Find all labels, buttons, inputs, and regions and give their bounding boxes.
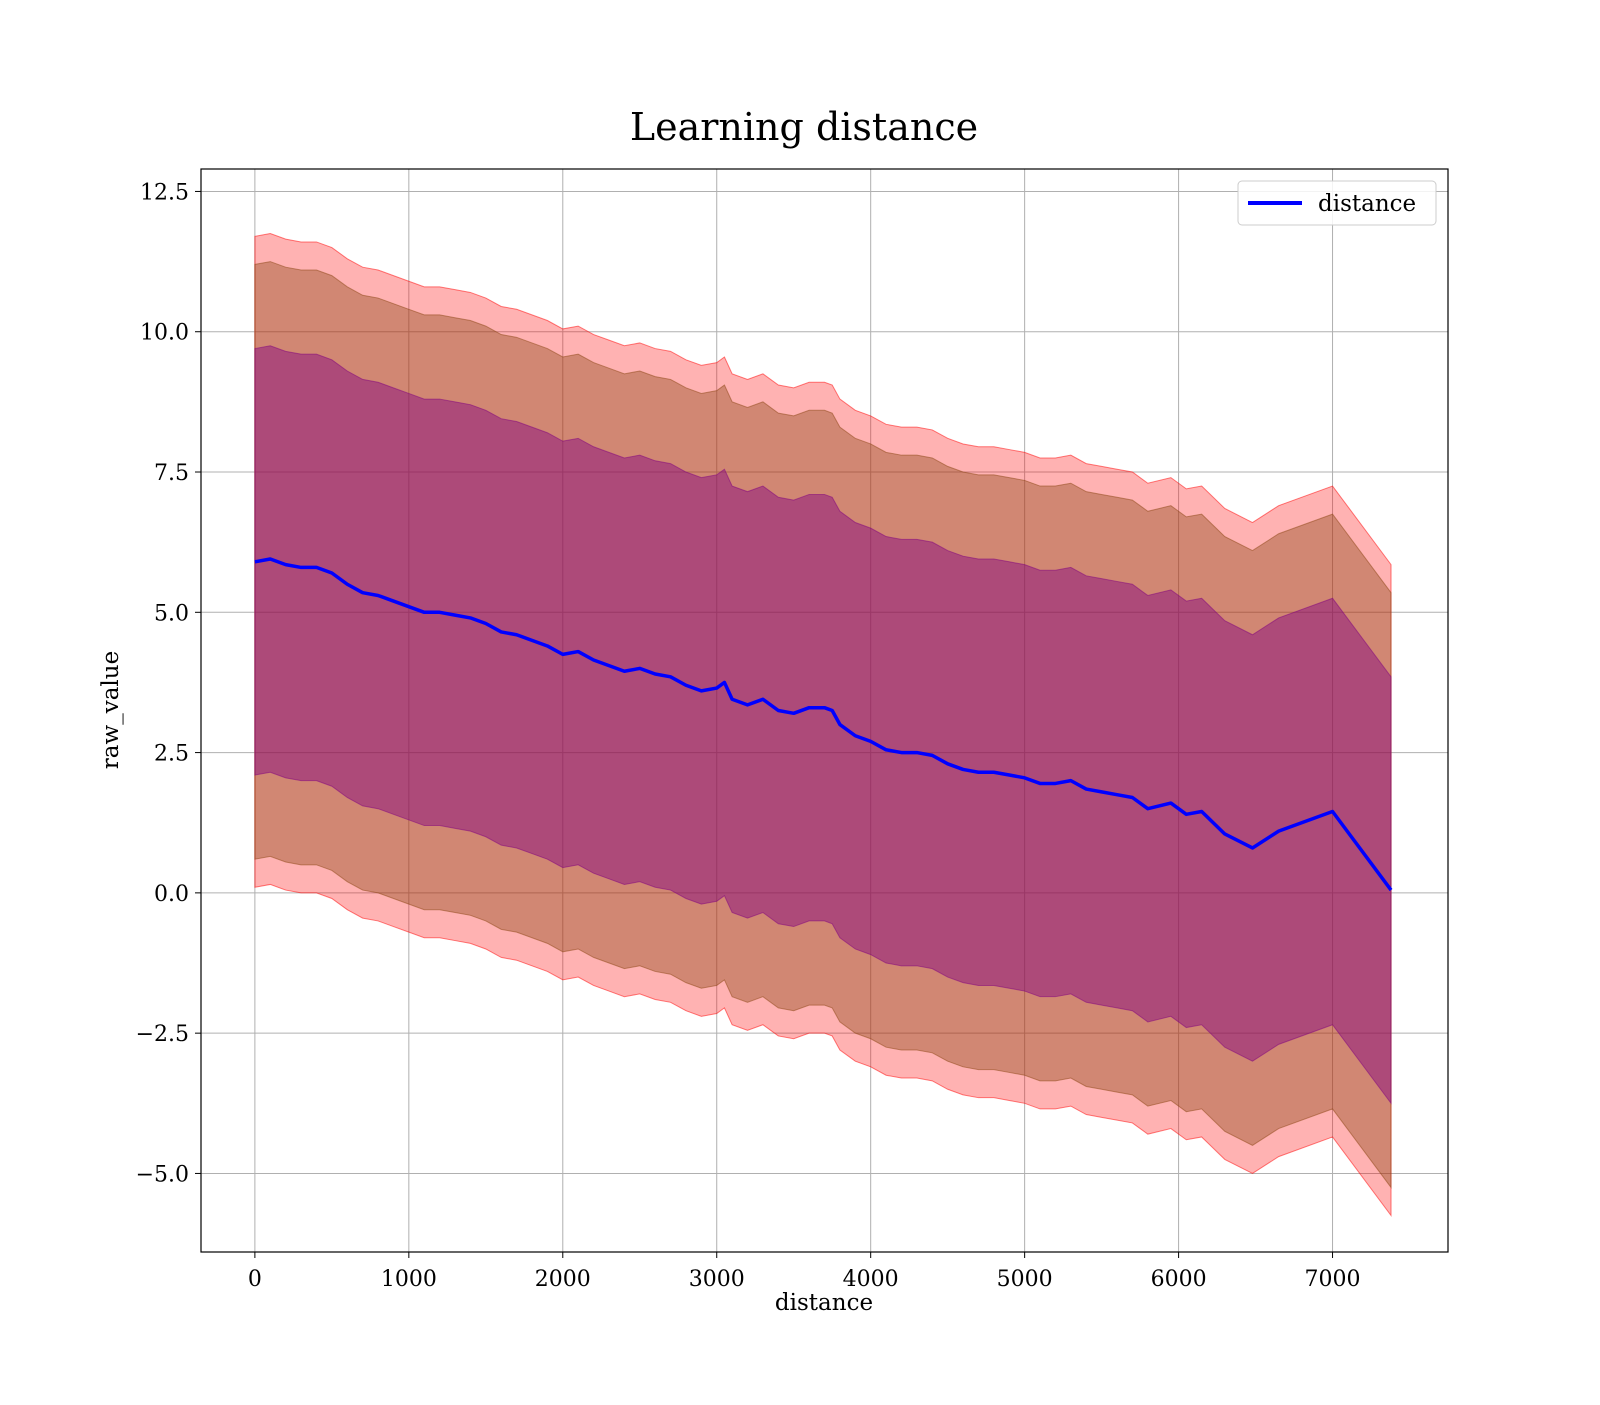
x-tick-label: 2000 [535,1267,591,1292]
plot-frame [200,168,1449,1253]
y-tick-label: 0.0 [154,882,189,907]
y-tick-label: 10.0 [140,321,189,346]
y-tick-label: −2.5 [136,1022,189,1047]
grid-lines [201,169,1448,1252]
x-tick-label: 6000 [1151,1267,1207,1292]
x-tick-label: 5000 [997,1267,1053,1292]
x-axis-label: distance [775,1290,873,1316]
y-tick-label: 2.5 [154,742,189,767]
y-tick-label: 7.5 [154,461,189,486]
band-middle [254,261,1392,1189]
series-line-distance [254,557,1393,892]
y-tick-label: 5.0 [154,601,189,626]
x-tick-label: 4000 [843,1267,899,1292]
legend-box [1237,180,1437,226]
band-outer [254,233,1392,1218]
x-tick-label: 7000 [1305,1267,1361,1292]
confidence-bands [254,233,1392,1218]
y-axis-label: raw_value [98,651,124,769]
series-lines [254,557,1393,892]
x-tick-label: 0 [248,1267,262,1292]
chart-title: Learning distance [630,105,978,149]
legend: distance [1237,180,1437,226]
y-axis-ticks: −5.0 −2.5 0.0 2.5 5.0 7.5 10.0 12.5 [136,180,201,1187]
band-inner [254,345,1392,1105]
x-tick-label: 1000 [381,1267,437,1292]
x-tick-label: 3000 [689,1267,745,1292]
x-axis-ticks: 0 1000 2000 3000 4000 5000 6000 7000 [248,1252,1361,1292]
legend-label-distance: distance [1318,191,1416,217]
y-tick-label: 12.5 [140,180,189,205]
y-tick-label: −5.0 [136,1162,189,1187]
